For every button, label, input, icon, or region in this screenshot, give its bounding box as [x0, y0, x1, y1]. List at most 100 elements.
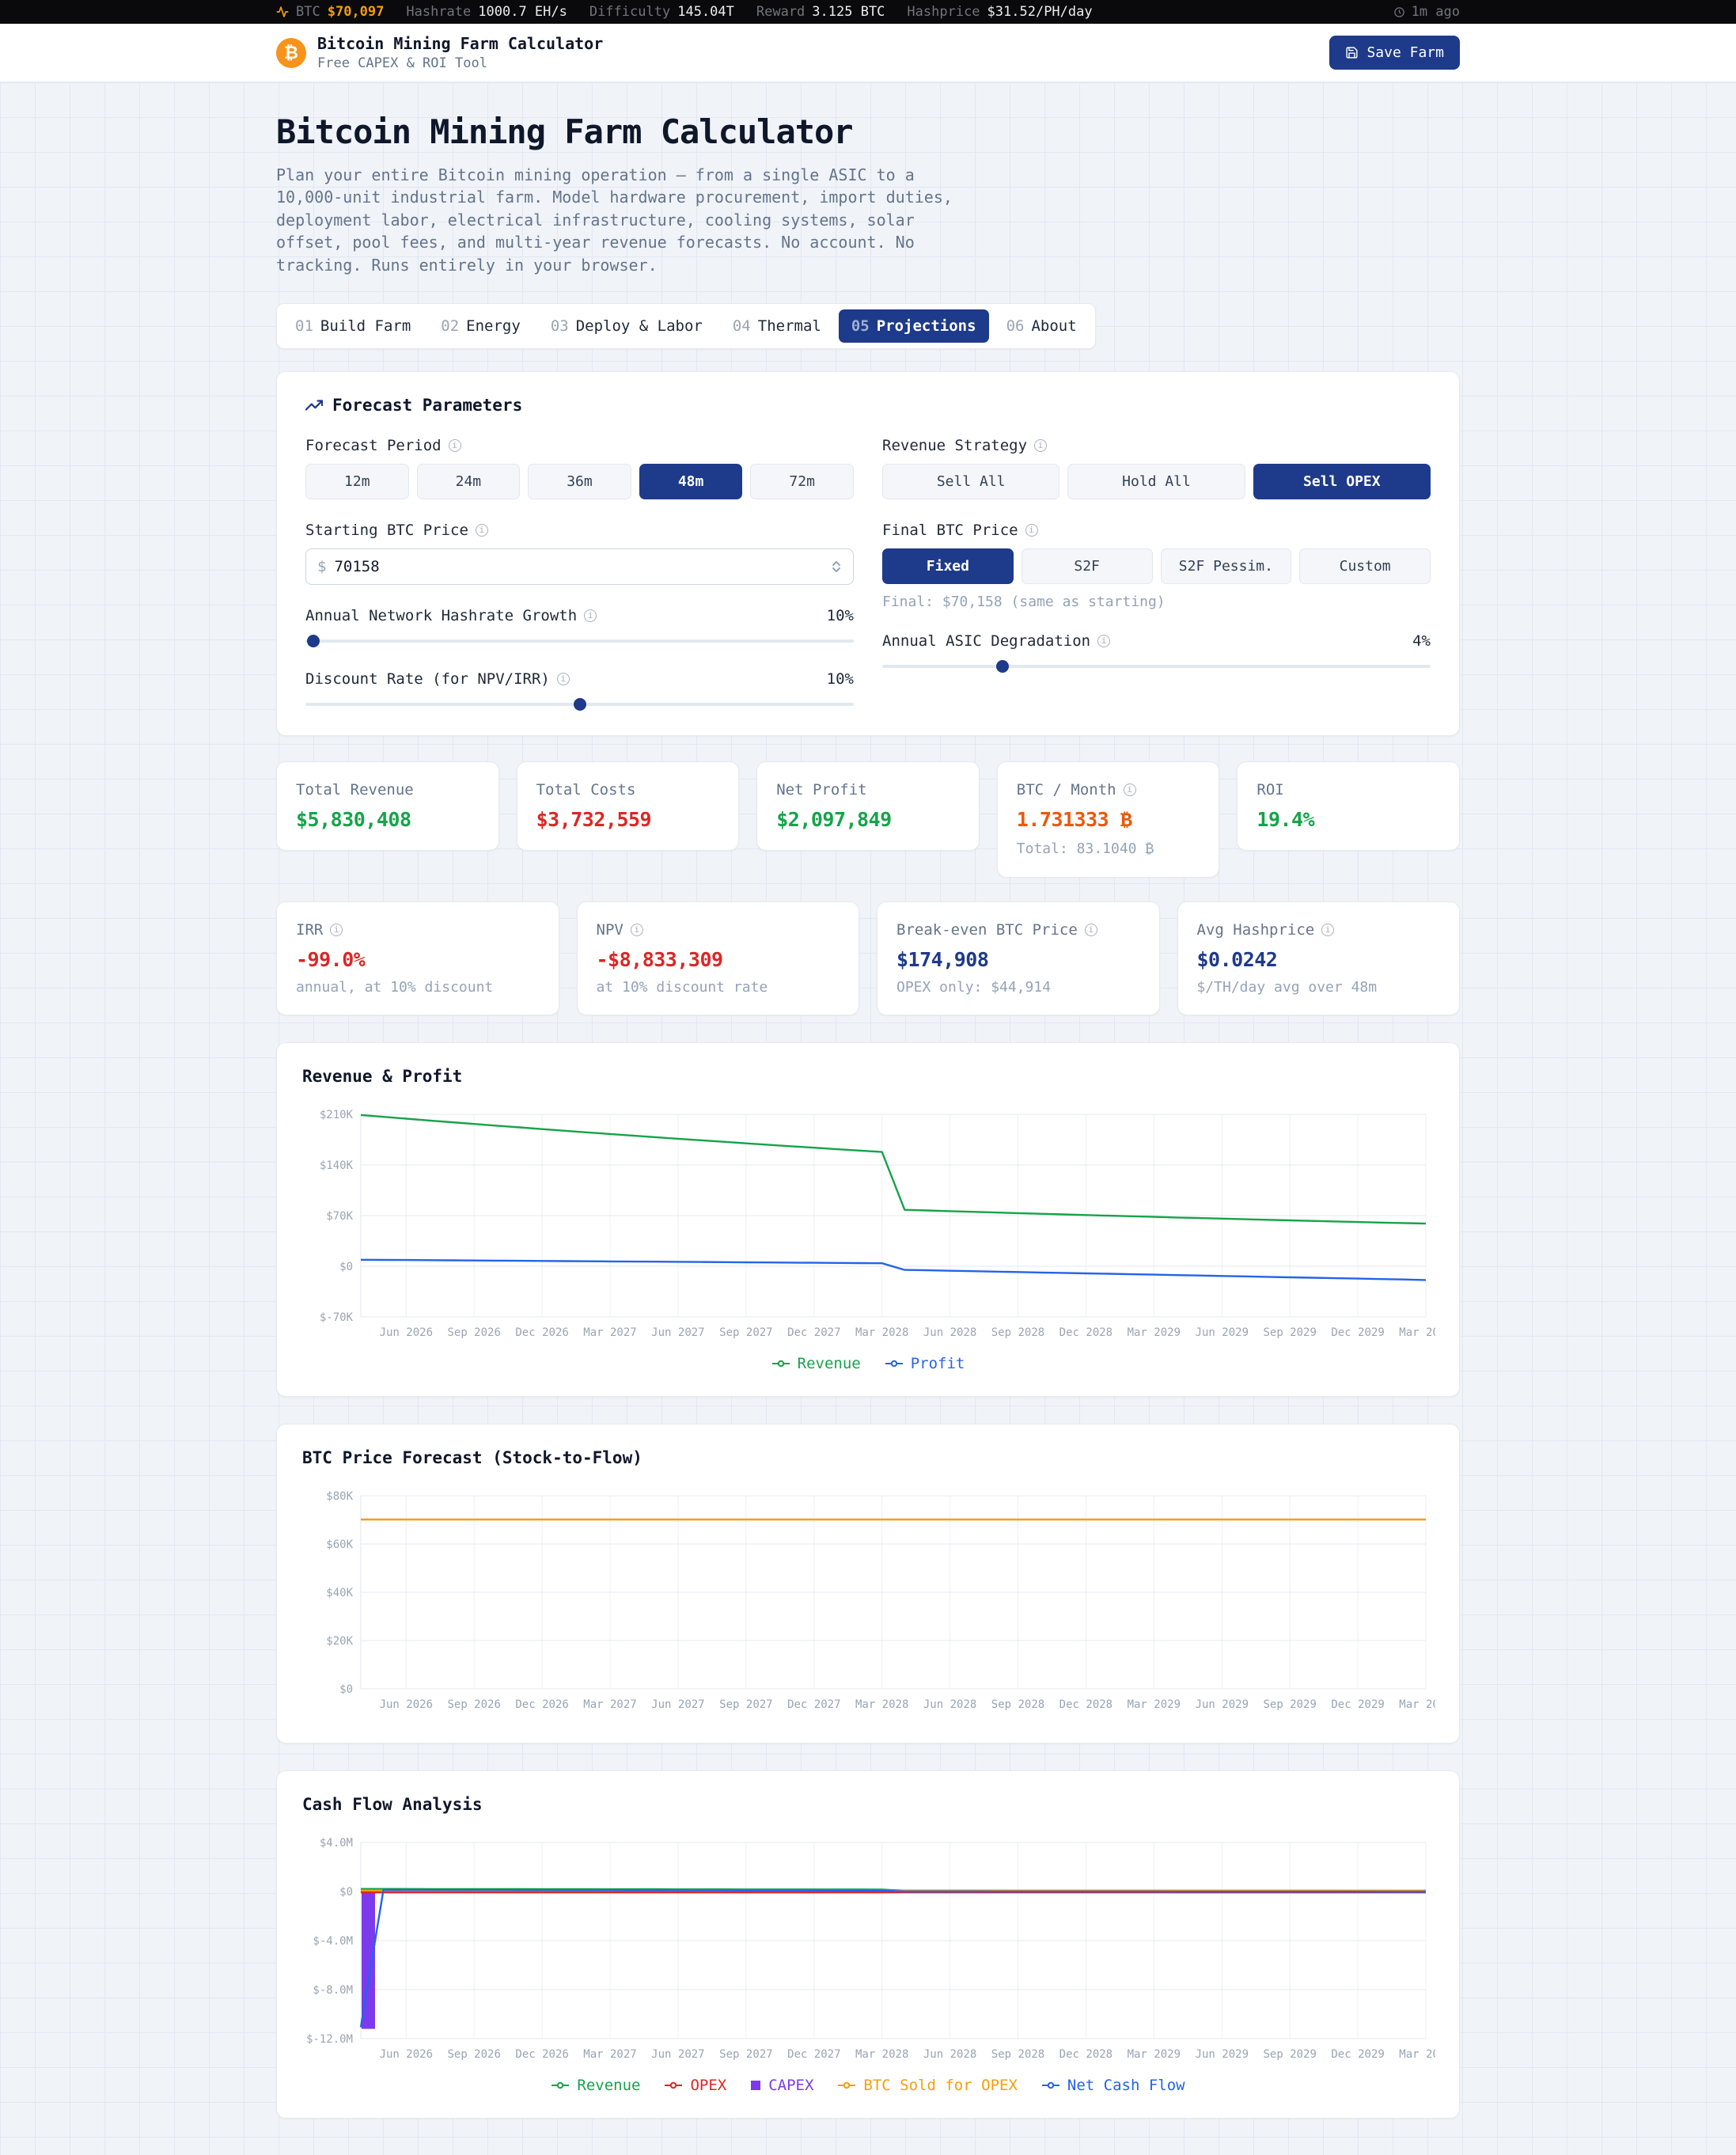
- option-12m[interactable]: 12m: [305, 463, 409, 499]
- secondary-stats-row: IRR -99.0% annual, at 10% discount NPV -$8,8…: [276, 901, 1460, 1015]
- chart-legend: Revenue Profit: [302, 1355, 1434, 1372]
- svg-text:Jun 2028: Jun 2028: [923, 2048, 976, 2061]
- stepper-icon[interactable]: [831, 560, 842, 574]
- stat-btc-month: BTC / Month 1.731333 ₿ Total: 83.1040 ₿: [996, 761, 1220, 878]
- option-sell-all[interactable]: Sell All: [882, 463, 1060, 499]
- discount-rate-field: Discount Rate (for NPV/IRR) 10%: [305, 670, 854, 711]
- svg-text:$-70K: $-70K: [320, 1311, 354, 1324]
- option-72m[interactable]: 72m: [750, 463, 854, 499]
- svg-text:Mar 2027: Mar 2027: [583, 1698, 636, 1711]
- info-icon: [584, 609, 597, 622]
- stat-value: $174,908: [896, 947, 989, 971]
- stat-value: -99.0%: [296, 947, 366, 971]
- legend-label: BTC Sold for OPEX: [863, 2076, 1018, 2094]
- stat-value: -$8,833,309: [596, 947, 724, 971]
- tab-label: Deploy & Labor: [575, 317, 703, 335]
- trending-up-icon: [305, 400, 323, 411]
- ticker-item-hashrate: Hashrate 1000.7 EH/s: [406, 4, 567, 20]
- option-sell-opex[interactable]: Sell OPEX: [1253, 463, 1431, 499]
- option-s2f[interactable]: S2F: [1021, 548, 1153, 584]
- legend-line-marker: [885, 1360, 903, 1368]
- slider-track: [882, 664, 1431, 668]
- svg-text:Sep 2029: Sep 2029: [1263, 1698, 1316, 1711]
- save-farm-button[interactable]: Save Farm: [1329, 36, 1460, 70]
- svg-text:Jun 2026: Jun 2026: [380, 2048, 433, 2061]
- svg-text:$80K: $80K: [326, 1490, 353, 1503]
- revenue-profit-svg: Jun 2026 Sep 2026 Dec 2026 Mar 2027 Jun 2027…: [320, 1109, 1453, 1339]
- slider-thumb[interactable]: [996, 659, 1010, 673]
- svg-text:Dec 2029: Dec 2029: [1331, 1326, 1384, 1339]
- discount-rate-slider[interactable]: [305, 697, 854, 711]
- stat-label: Avg Hashprice: [1197, 921, 1441, 939]
- option-36m[interactable]: 36m: [528, 463, 631, 499]
- field-label: Annual Network Hashrate Growth: [305, 606, 578, 624]
- tab-thermal[interactable]: 04 Thermal: [720, 309, 834, 343]
- tab-build-farm[interactable]: 01 Build Farm: [282, 309, 423, 343]
- final-btc-price-note: Final: $70,158 (same as starting): [882, 593, 1166, 610]
- stat-value: $2,097,849: [776, 807, 892, 831]
- stat-label: Net Profit: [776, 780, 867, 799]
- starting-btc-price-input[interactable]: $ 70158: [305, 548, 854, 585]
- chart-legend: Revenue OPEX CAPEX BTC Sold for OPEX Net Cas…: [302, 2077, 1434, 2094]
- info-icon: [1084, 923, 1097, 936]
- field-label: Revenue Strategy: [882, 436, 1028, 454]
- field-label: Forecast Period: [305, 436, 442, 454]
- page-title: Bitcoin Mining Farm Calculator: [276, 112, 854, 151]
- option-fixed[interactable]: Fixed: [882, 548, 1014, 584]
- discount-rate-value: 10%: [826, 670, 854, 688]
- svg-text:$0: $0: [339, 1683, 353, 1696]
- ticker-item-btc: BTC $70,097: [276, 4, 384, 20]
- bitcoin-symbol: ₿: [284, 43, 298, 63]
- tab-about[interactable]: 06 About: [994, 309, 1090, 343]
- ticker-value: 3.125 BTC: [812, 4, 885, 20]
- svg-text:Dec 2029: Dec 2029: [1331, 2048, 1384, 2061]
- forecast-parameters-card: Forecast Parameters Forecast Period 12m2…: [276, 370, 1460, 736]
- chart-title: Cash Flow Analysis: [302, 1794, 483, 1814]
- svg-text:Sep 2029: Sep 2029: [1263, 2048, 1316, 2061]
- currency-prefix: $: [317, 557, 327, 575]
- option-24m[interactable]: 24m: [416, 463, 521, 499]
- tab-label: Build Farm: [320, 317, 411, 335]
- svg-text:Dec 2027: Dec 2027: [787, 1698, 840, 1711]
- svg-text:Sep 2028: Sep 2028: [991, 2048, 1044, 2061]
- svg-text:Sep 2027: Sep 2027: [719, 1698, 772, 1711]
- tab-deploy-labor[interactable]: 03 Deploy & Labor: [538, 309, 715, 343]
- stat-break-even-btc-price: Break-even BTC Price $174,908 OPEX only: $…: [877, 901, 1160, 1015]
- ticker-item-hashprice: Hashprice $31.52/PH/day: [907, 4, 1092, 20]
- cash-flow-chart: Jun 2026 Sep 2026 Dec 2026 Mar 2027 Jun 2027…: [302, 1834, 1453, 2069]
- option-hold-all[interactable]: Hold All: [1067, 463, 1245, 499]
- svg-text:Dec 2026: Dec 2026: [515, 2048, 568, 2061]
- asic-degradation-slider[interactable]: [882, 659, 1431, 673]
- slider-thumb[interactable]: [573, 697, 586, 711]
- svg-text:$40K: $40K: [326, 1587, 353, 1599]
- ticker-value: 1000.7 EH/s: [478, 4, 567, 20]
- field-label: Starting BTC Price: [305, 521, 468, 539]
- stat-value: $0.0242: [1196, 947, 1278, 971]
- svg-text:Jun 2029: Jun 2029: [1196, 2048, 1249, 2061]
- slider-thumb[interactable]: [307, 634, 320, 647]
- legend-label: Profit: [910, 1354, 965, 1372]
- svg-text:Dec 2029: Dec 2029: [1331, 1698, 1384, 1711]
- option-48m[interactable]: 48m: [639, 463, 743, 499]
- legend-net-cash-flow: Net Cash Flow: [1041, 2077, 1185, 2094]
- stat-label: Total Costs: [536, 780, 636, 799]
- info-icon: [330, 923, 343, 936]
- btc-price-forecast-chart-card: BTC Price Forecast (Stock-to-Flow) Jun 2…: [276, 1423, 1460, 1743]
- svg-text:Jun 2026: Jun 2026: [380, 1326, 433, 1339]
- legend-line-marker: [838, 2081, 856, 2089]
- tab-energy[interactable]: 02 Energy: [428, 309, 533, 343]
- tab-projections[interactable]: 05 Projections: [838, 309, 989, 343]
- svg-text:Jun 2028: Jun 2028: [923, 1698, 976, 1711]
- app-title: Bitcoin Mining Farm Calculator: [317, 34, 604, 53]
- option-custom[interactable]: Custom: [1299, 548, 1431, 584]
- tab-number: 04: [732, 317, 751, 335]
- svg-text:$60K: $60K: [326, 1538, 353, 1551]
- legend-line-marker: [1041, 2081, 1059, 2089]
- hashrate-growth-field: Annual Network Hashrate Growth 10%: [305, 607, 854, 648]
- hashrate-growth-slider[interactable]: [305, 634, 854, 648]
- option-s2f-pessim[interactable]: S2F Pessim.: [1160, 548, 1292, 584]
- svg-text:$-12.0M: $-12.0M: [306, 2033, 353, 2046]
- field-label: Discount Rate (for NPV/IRR): [305, 670, 550, 688]
